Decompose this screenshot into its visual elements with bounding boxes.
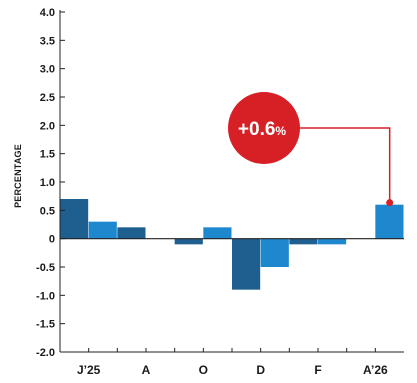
y-tick-label: 4.0 (40, 7, 55, 19)
bar (260, 238, 289, 267)
bar (318, 238, 347, 245)
y-tick-label: 0 (49, 234, 55, 246)
y-tick-label: 1.0 (40, 177, 55, 189)
y-tick-label: -1.5 (36, 319, 55, 331)
x-tick-label: O (199, 363, 208, 377)
y-tick-label: -1.0 (36, 290, 55, 302)
bar (203, 227, 232, 239)
y-tick-label: 2.0 (40, 120, 55, 132)
callout-marker-dot (386, 199, 394, 207)
x-tick-label: D (256, 363, 265, 377)
bar (289, 238, 318, 245)
bar (232, 238, 261, 290)
y-axis-title: PERCENTAGE (13, 144, 23, 208)
bar (375, 204, 404, 239)
y-tick-label: -2.0 (36, 347, 55, 359)
x-tick-label: A’26 (363, 363, 388, 377)
callout-circle (228, 92, 300, 164)
callout-leader-line (300, 127, 391, 203)
y-tick-label: 3.5 (40, 35, 55, 47)
bar (88, 221, 117, 239)
bar (60, 199, 89, 239)
y-tick-label: 3.0 (40, 64, 55, 76)
y-tick-label: 1.5 (40, 149, 55, 161)
axes-group: 4.0 3.5 3.0 2.5 2.0 1.5 1.0 0.5 0 -0.5 -1.0 -1.5 -2.… (36, 7, 404, 377)
bars-group (60, 199, 404, 290)
y-tick-label: 2.5 (40, 92, 55, 104)
callout-value-text: +0.6% (238, 119, 287, 140)
callout-percent-sign: % (275, 124, 286, 138)
x-tick-label: F (314, 363, 321, 377)
callout-value: +0.6 (238, 119, 276, 140)
x-tick-label: A (142, 363, 151, 377)
bar (174, 238, 203, 245)
y-tick-label: -0.5 (36, 262, 55, 274)
y-tick-label: 0.5 (40, 205, 55, 217)
callout-group: +0.6% (228, 92, 394, 207)
x-tick-label: J’25 (77, 363, 101, 377)
bar (117, 227, 146, 239)
